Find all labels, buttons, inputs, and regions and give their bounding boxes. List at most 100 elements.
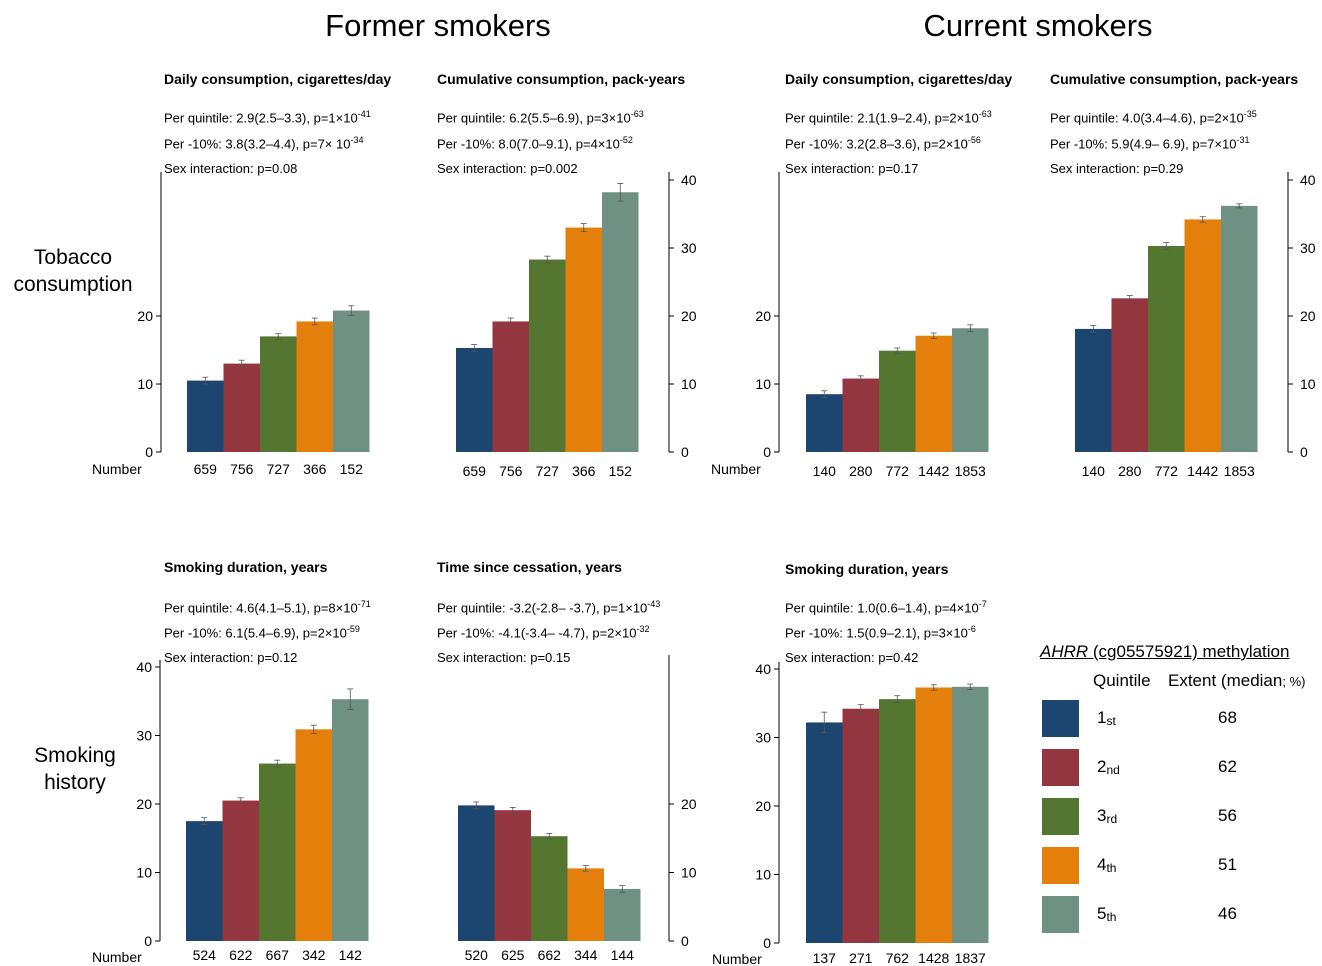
count-label-p2-q3: 727 bbox=[536, 463, 560, 479]
count-label-p7-q3: 762 bbox=[886, 950, 910, 966]
y-tick-label-p3: 0 bbox=[763, 444, 771, 460]
stat-sex-p2: Sex interaction: p=0.002 bbox=[437, 161, 578, 176]
y-tick-label-p7: 20 bbox=[755, 798, 771, 814]
stat-sex-p4: Sex interaction: p=0.29 bbox=[1050, 161, 1184, 176]
bar-p2-q4 bbox=[565, 227, 602, 452]
y-tick-label-p2: 0 bbox=[681, 444, 689, 460]
count-label-p7-q5: 1837 bbox=[955, 950, 986, 966]
bar-p3-q1 bbox=[806, 394, 843, 452]
legend-swatch-q3 bbox=[1042, 798, 1079, 835]
bar-p7-q3 bbox=[879, 699, 916, 943]
y-tick-label-p5: 0 bbox=[144, 933, 152, 949]
count-label-p5-q3: 667 bbox=[266, 947, 290, 963]
legend-title: AHRR (cg05575921) methylation bbox=[1040, 642, 1290, 661]
stat-pct-p1: Per -10%: 3.8(3.2–4.4), p=7× 10-34 bbox=[164, 135, 364, 152]
count-label-p3-q5: 1853 bbox=[955, 463, 986, 479]
count-label-p5-q4: 342 bbox=[302, 947, 326, 963]
bar-p4-q5 bbox=[1221, 205, 1258, 452]
legend-col-extent: Extent (median; %) bbox=[1168, 671, 1306, 690]
legend-quintile-q2: 2nd bbox=[1097, 757, 1120, 777]
y-tick-label-p4: 40 bbox=[1300, 172, 1316, 188]
panel-title-p1: Daily consumption, cigarettes/day bbox=[164, 71, 392, 87]
number-label-row2-left: Number bbox=[92, 949, 142, 965]
bar-p2-q2 bbox=[492, 321, 529, 452]
legend-col-quintile: Quintile bbox=[1093, 671, 1151, 690]
bar-p4-q2 bbox=[1111, 298, 1148, 452]
stat-pct-p6: Per -10%: -4.1(-3.4– -4.7), p=2×10-32 bbox=[437, 624, 650, 641]
bar-p5-q2 bbox=[222, 800, 259, 941]
y-tick-label-p2: 10 bbox=[681, 376, 697, 392]
legend-quintile-q3: 3rd bbox=[1097, 806, 1118, 826]
bar-p4-q3 bbox=[1148, 245, 1185, 452]
y-tick-label-p1: 10 bbox=[137, 376, 153, 392]
y-tick-label-p6: 20 bbox=[681, 796, 697, 812]
legend-quintile-q5: 5th bbox=[1097, 904, 1117, 924]
bar-p6-q2 bbox=[494, 810, 531, 941]
count-label-p1-q4: 366 bbox=[303, 461, 327, 477]
bar-p5-q5 bbox=[332, 699, 369, 941]
panel-title-p3: Daily consumption, cigarettes/day bbox=[785, 71, 1013, 87]
bar-p5-q1 bbox=[186, 821, 223, 941]
y-tick-label-p5: 10 bbox=[136, 865, 152, 881]
count-label-p1-q3: 727 bbox=[267, 461, 291, 477]
bar-p1-q2 bbox=[223, 363, 260, 452]
stat-sex-p1: Sex interaction: p=0.08 bbox=[164, 161, 298, 176]
bar-p3-q2 bbox=[842, 378, 879, 452]
number-label-row2-right: Number bbox=[712, 951, 762, 966]
stat-pct-p7: Per -10%: 1.5(0.9–2.1), p=3×10-6 bbox=[785, 624, 976, 641]
count-label-p2-q4: 366 bbox=[572, 463, 596, 479]
y-tick-label-p3: 10 bbox=[755, 376, 771, 392]
stat-quintile-p3: Per quintile: 2.1(1.9–2.4), p=2×10-63 bbox=[785, 109, 992, 126]
number-label-row1-right: Number bbox=[711, 461, 761, 477]
y-tick-label-p7: 0 bbox=[763, 935, 771, 951]
stat-quintile-p5: Per quintile: 4.6(4.1–5.1), p=8×10-71 bbox=[164, 599, 371, 616]
bar-p5-q3 bbox=[259, 763, 296, 941]
count-label-p4-q3: 772 bbox=[1155, 463, 1179, 479]
stat-pct-p5: Per -10%: 6.1(5.4–6.9), p=2×10-59 bbox=[164, 624, 360, 641]
y-tick-label-p1: 20 bbox=[137, 308, 153, 324]
stat-quintile-p4: Per quintile: 4.0(3.4–4.6), p=2×10-35 bbox=[1050, 109, 1257, 126]
bar-p4-q4 bbox=[1184, 219, 1221, 452]
panel-title-p7: Smoking duration, years bbox=[785, 561, 949, 577]
legend-extent-q5: 46 bbox=[1218, 904, 1237, 923]
legend-extent-q1: 68 bbox=[1218, 708, 1237, 727]
count-label-p6-q3: 662 bbox=[538, 947, 562, 963]
count-label-p3-q4: 1442 bbox=[918, 463, 949, 479]
row-label-tobacco-line2: consumption bbox=[13, 273, 133, 296]
y-tick-label-p3: 20 bbox=[755, 308, 771, 324]
bar-p1-q5 bbox=[333, 310, 370, 452]
y-tick-label-p5: 30 bbox=[136, 728, 152, 744]
panel-title-p6: Time since cessation, years bbox=[437, 559, 622, 575]
y-tick-label-p5: 40 bbox=[136, 659, 152, 675]
bar-p6-q3 bbox=[531, 836, 568, 941]
count-label-p4-q5: 1853 bbox=[1224, 463, 1255, 479]
stat-quintile-p6: Per quintile: -3.2(-2.8– -3.7), p=1×10-4… bbox=[437, 599, 661, 616]
bar-p2-q5 bbox=[602, 192, 639, 453]
bar-p7-q2 bbox=[842, 708, 879, 943]
y-tick-label-p5: 20 bbox=[136, 796, 152, 812]
bar-p6-q4 bbox=[567, 868, 604, 941]
y-tick-label-p6: 0 bbox=[681, 933, 689, 949]
bar-p3-q3 bbox=[879, 350, 916, 452]
count-label-p2-q1: 659 bbox=[463, 463, 487, 479]
bar-p2-q3 bbox=[529, 259, 566, 452]
count-label-p7-q2: 271 bbox=[849, 950, 873, 966]
row-label-history-line1: Smoking bbox=[34, 744, 116, 767]
count-label-p1-q5: 152 bbox=[340, 461, 364, 477]
y-tick-label-p7: 40 bbox=[755, 661, 771, 677]
bar-p3-q4 bbox=[915, 335, 952, 452]
count-label-p4-q4: 1442 bbox=[1187, 463, 1218, 479]
count-label-p6-q5: 144 bbox=[611, 947, 635, 963]
y-tick-label-p4: 10 bbox=[1300, 376, 1316, 392]
stat-pct-p4: Per -10%: 5.9(4.9– 6.9), p=7×10-31 bbox=[1050, 135, 1250, 152]
count-label-p1-q2: 756 bbox=[230, 461, 254, 477]
y-tick-label-p4: 30 bbox=[1300, 240, 1316, 256]
count-label-p1-q1: 659 bbox=[194, 461, 218, 477]
bar-p5-q4 bbox=[295, 729, 332, 941]
y-tick-label-p7: 10 bbox=[755, 867, 771, 883]
legend-extent-q3: 56 bbox=[1218, 806, 1237, 825]
stat-sex-p5: Sex interaction: p=0.12 bbox=[164, 650, 298, 665]
stat-pct-p3: Per -10%: 3.2(2.8–3.6), p=2×10-56 bbox=[785, 135, 981, 152]
stat-sex-p3: Sex interaction: p=0.17 bbox=[785, 161, 919, 176]
